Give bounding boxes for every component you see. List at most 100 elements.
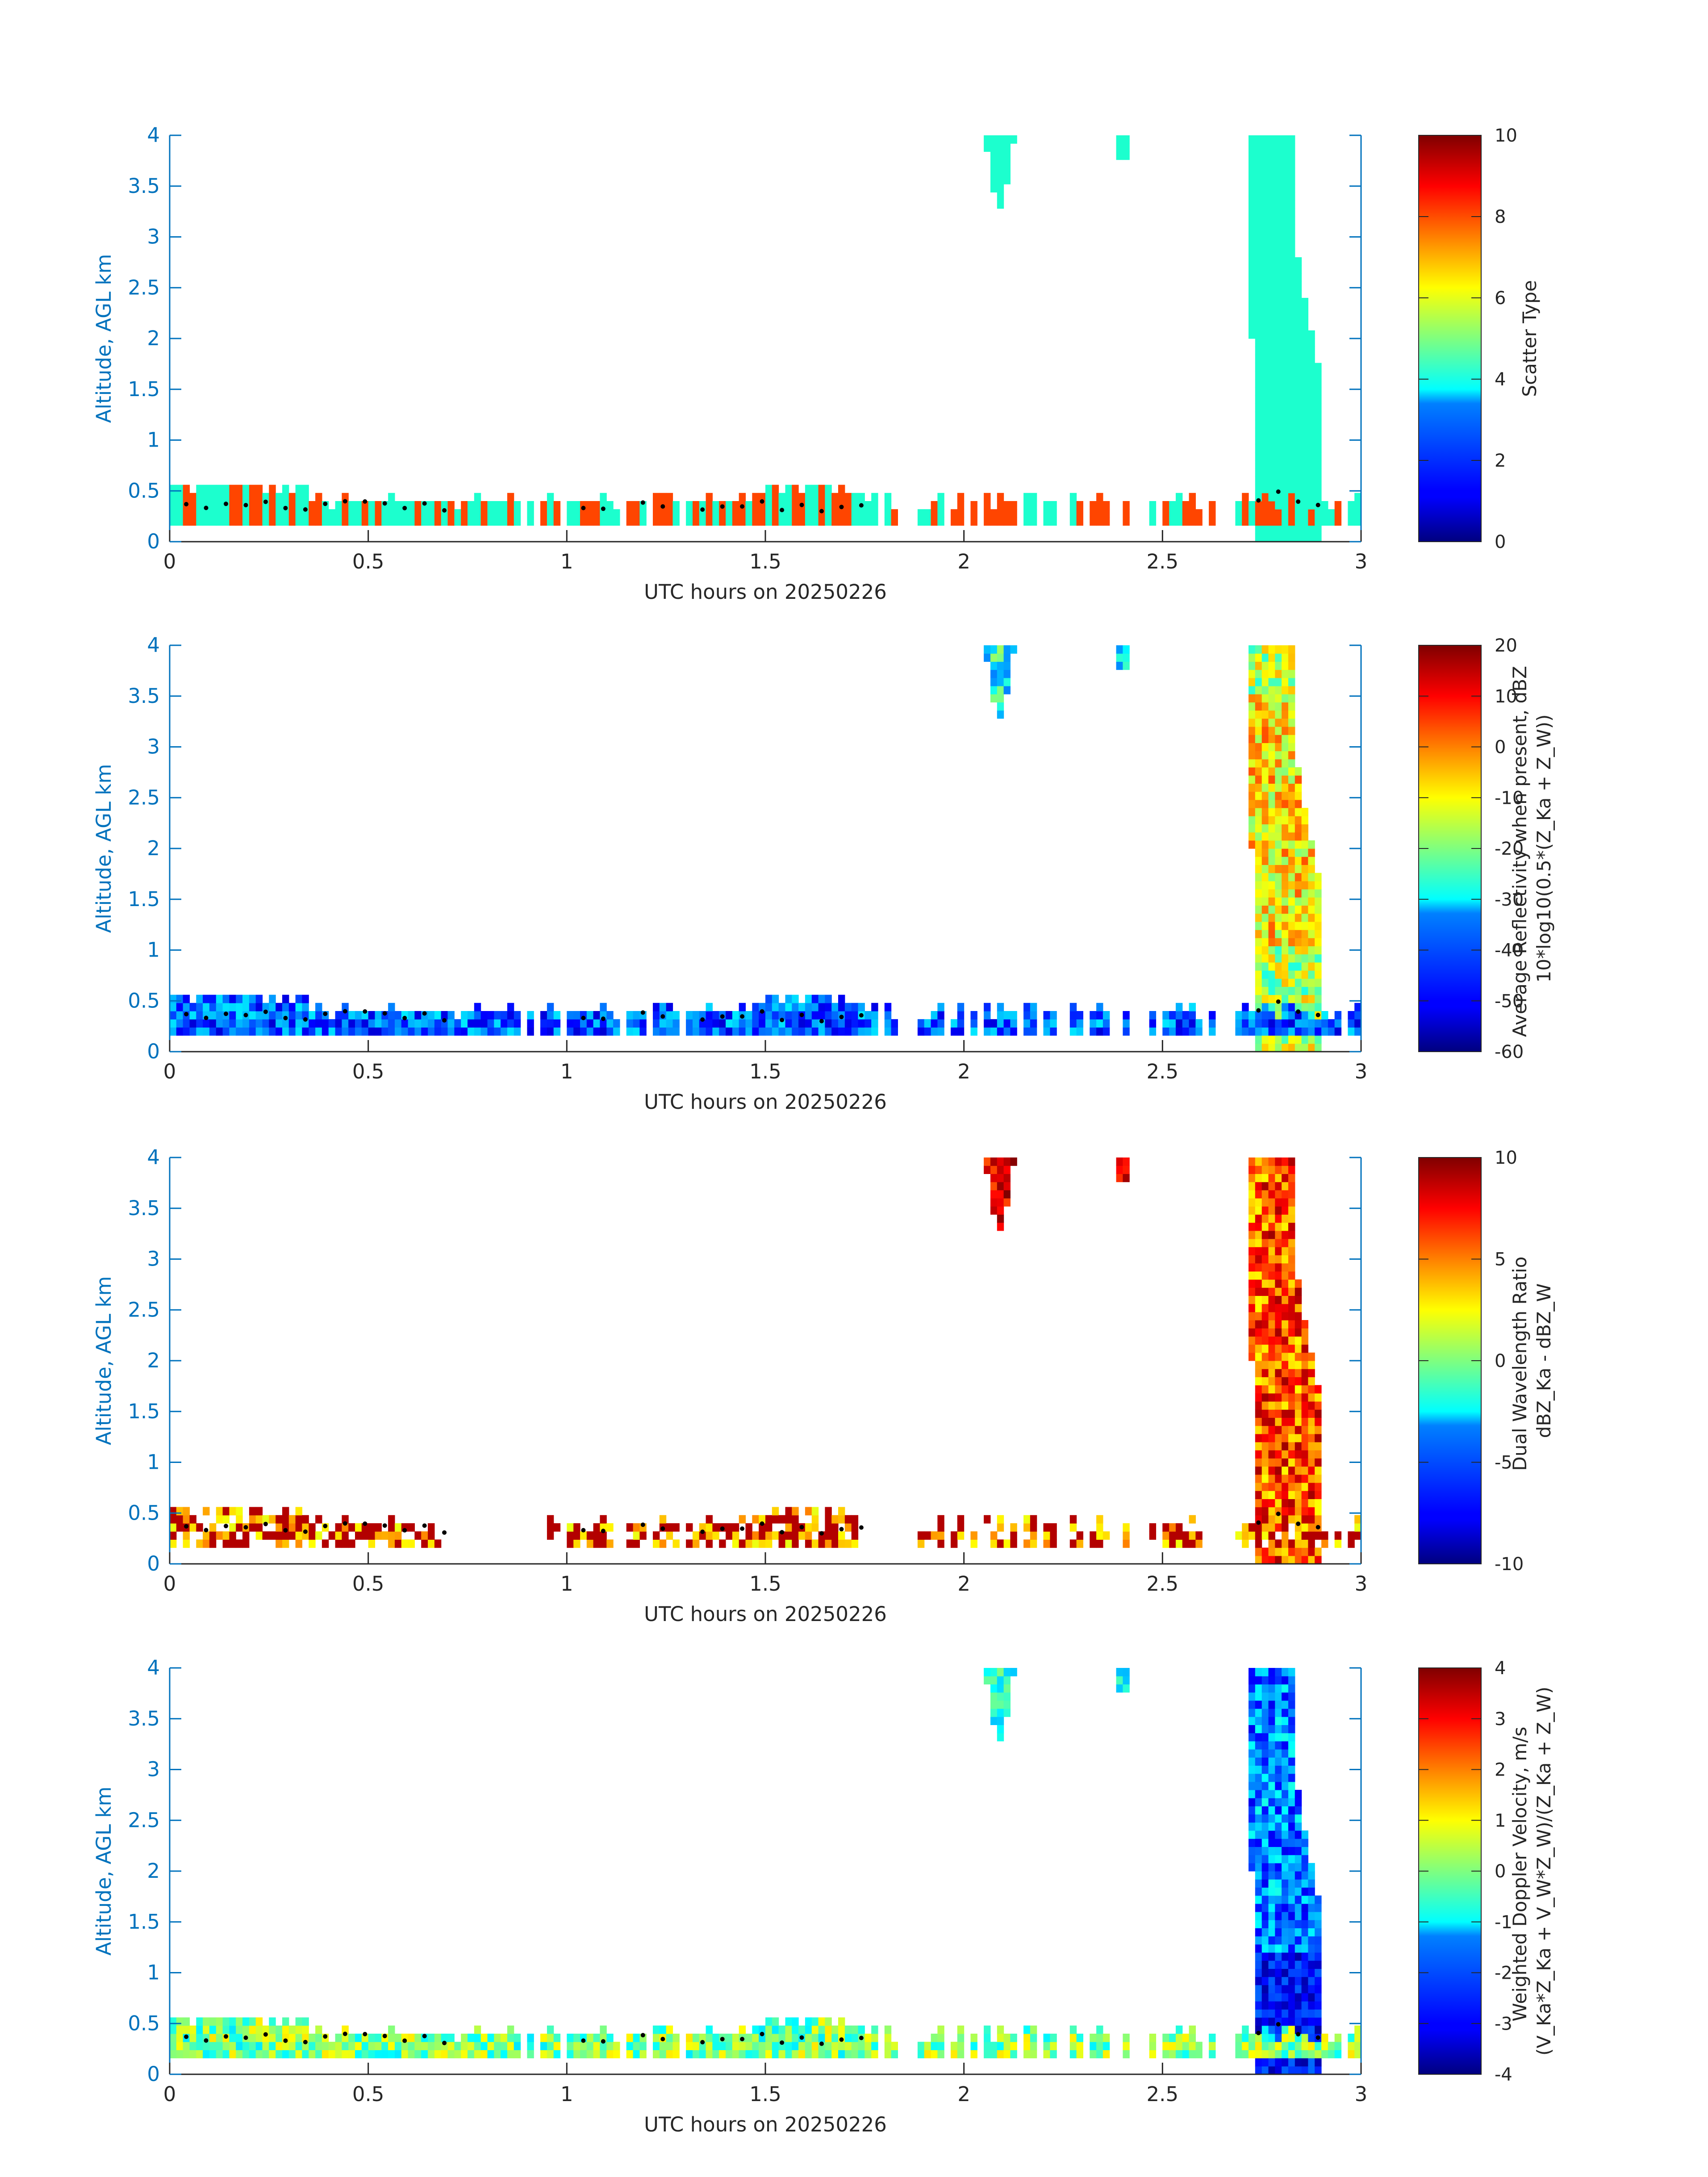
heatmap-cell xyxy=(461,2042,468,2050)
heatmap-cell xyxy=(1050,1539,1057,1548)
heatmap-cell xyxy=(242,1531,250,1540)
heatmap-cell xyxy=(1255,1830,1262,1839)
heatmap-cell xyxy=(844,517,852,526)
heatmap-cell xyxy=(203,1027,210,1036)
heatmap-cell xyxy=(653,1027,660,1036)
heatmap-cell xyxy=(1268,395,1275,404)
heatmap-cell xyxy=(249,485,256,493)
heatmap-cell xyxy=(1282,1855,1289,1864)
heatmap-cell xyxy=(547,1515,554,1524)
heatmap-cell xyxy=(315,2025,322,2034)
heatmap-cell xyxy=(1282,1985,1289,1993)
heatmap-cell xyxy=(408,1539,415,1548)
x-tick-label: 2.5 xyxy=(1147,550,1179,573)
heatmap-cell xyxy=(474,2042,481,2050)
marker-dot xyxy=(323,1011,328,1016)
heatmap-cell xyxy=(844,2050,852,2059)
heatmap-cell xyxy=(606,1539,614,1548)
heatmap-cell xyxy=(441,1027,448,1036)
heatmap-cell xyxy=(1255,436,1262,445)
heatmap-cell xyxy=(997,1182,1004,1191)
heatmap-cell xyxy=(1268,930,1275,938)
heatmap-cell xyxy=(1249,1749,1256,1758)
heatmap-cell xyxy=(759,1011,766,1020)
heatmap-cell xyxy=(785,1003,792,1011)
heatmap-cell xyxy=(1195,1027,1203,1036)
heatmap-cell xyxy=(288,1027,296,1036)
heatmap-cell xyxy=(262,1531,269,1540)
heatmap-cell xyxy=(990,1668,998,1676)
heatmap-cell xyxy=(1275,1352,1282,1361)
heatmap-cell xyxy=(1268,1798,1275,1806)
heatmap-cell xyxy=(884,501,892,510)
heatmap-cell xyxy=(421,1539,428,1548)
heatmap-cell xyxy=(414,2034,422,2042)
marker-dot xyxy=(184,1524,189,1529)
heatmap-cell xyxy=(1288,897,1295,906)
heatmap-cell xyxy=(1242,1539,1249,1548)
heatmap-cell xyxy=(1348,1011,1355,1020)
heatmap-cell xyxy=(1268,306,1275,314)
heatmap-cell xyxy=(1275,233,1282,242)
heatmap-cell xyxy=(1255,517,1262,526)
heatmap-cell xyxy=(1275,1043,1282,1052)
heatmap-cell xyxy=(778,493,785,501)
colorbar-tick-label: 2 xyxy=(1495,451,1506,471)
heatmap-cell xyxy=(288,1515,296,1524)
heatmap-cell xyxy=(1288,832,1295,841)
heatmap-cell xyxy=(1282,1814,1289,1823)
heatmap-cell xyxy=(1268,653,1275,662)
heatmap-cell xyxy=(527,2050,534,2059)
heatmap-cell xyxy=(1282,257,1289,266)
heatmap-cell xyxy=(785,1507,792,1516)
heatmap-cell xyxy=(507,2042,514,2050)
heatmap-cell xyxy=(1255,233,1262,242)
heatmap-cell xyxy=(1288,225,1295,233)
heatmap-cell xyxy=(1030,493,1037,501)
heatmap-cell xyxy=(1315,1003,1322,1011)
heatmap-cell xyxy=(732,1019,739,1028)
heatmap-cell xyxy=(1288,767,1295,776)
heatmap-cell xyxy=(884,1011,892,1020)
heatmap-cell xyxy=(706,1003,713,1011)
heatmap-cell xyxy=(1308,1385,1315,1394)
heatmap-cell xyxy=(818,2050,825,2059)
heatmap-cell xyxy=(1261,1393,1269,1402)
heatmap-cell xyxy=(1282,669,1289,678)
heatmap-cell xyxy=(818,1539,825,1548)
marker-dot xyxy=(581,1528,586,1533)
heatmap-cell xyxy=(1308,1417,1315,1426)
heatmap-cell xyxy=(1261,1344,1269,1353)
heatmap-cell xyxy=(282,485,289,493)
heatmap-cell xyxy=(1315,1976,1322,1985)
heatmap-cell xyxy=(818,517,825,526)
marker-dot xyxy=(780,2040,785,2045)
heatmap-cell xyxy=(672,1027,680,1036)
heatmap-cell xyxy=(1315,1409,1322,1418)
heatmap-cell xyxy=(547,493,554,501)
heatmap-cell xyxy=(1315,1531,1322,1540)
heatmap-cell xyxy=(844,2042,852,2050)
heatmap-cell xyxy=(222,1531,230,1540)
heatmap-cell xyxy=(342,1011,349,1020)
heatmap-cell xyxy=(1268,2001,1275,2010)
heatmap-cell xyxy=(1255,1230,1262,1239)
heatmap-cell xyxy=(1288,686,1295,694)
heatmap-cell xyxy=(792,485,799,493)
heatmap-cell xyxy=(1282,1198,1289,1207)
heatmap-cell xyxy=(1050,1523,1057,1532)
heatmap-cell xyxy=(361,1019,369,1028)
heatmap-cell xyxy=(1261,1806,1269,1815)
heatmap-cell xyxy=(1249,298,1256,306)
heatmap-cell xyxy=(1275,832,1282,841)
heatmap-cell xyxy=(1261,1814,1269,1823)
heatmap-cell xyxy=(1268,1425,1275,1434)
heatmap-cell xyxy=(388,2025,395,2034)
heatmap-cell xyxy=(1261,1401,1269,1410)
heatmap-cell xyxy=(1288,1733,1295,1742)
heatmap-cell xyxy=(1275,1190,1282,1199)
heatmap-cell xyxy=(1315,1491,1322,1499)
heatmap-cell xyxy=(1275,930,1282,938)
heatmap-cell xyxy=(1268,1684,1275,1693)
heatmap-cell xyxy=(864,2034,872,2042)
